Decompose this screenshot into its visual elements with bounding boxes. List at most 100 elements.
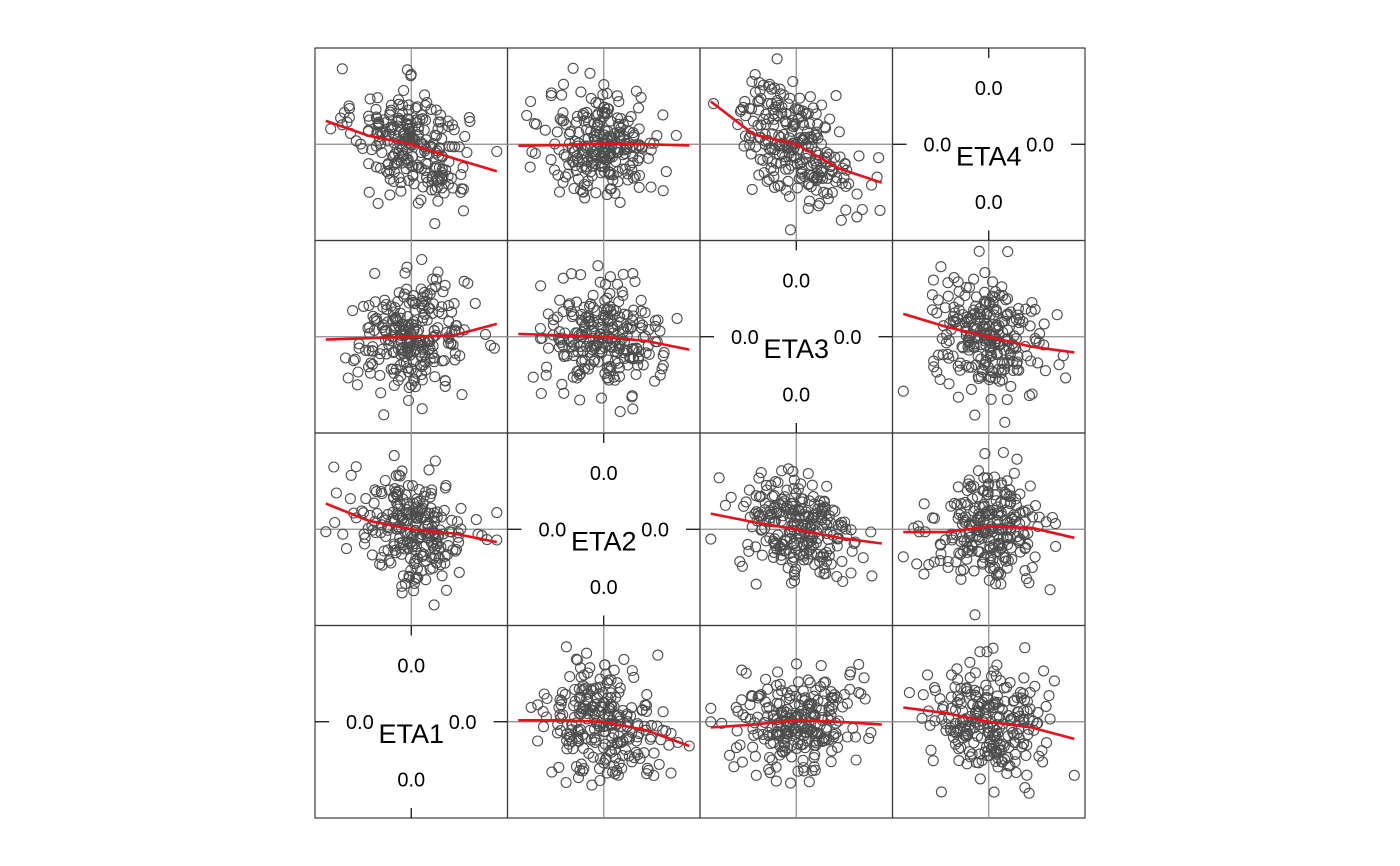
data-point <box>428 599 440 611</box>
data-point <box>588 130 600 142</box>
data-point <box>996 357 1008 369</box>
data-point <box>393 484 405 496</box>
data-point <box>451 516 463 528</box>
data-point <box>640 347 652 359</box>
data-point <box>401 283 413 295</box>
data-point <box>968 565 980 577</box>
data-point <box>730 742 743 754</box>
data-point <box>570 327 582 339</box>
tick-label-upper: 0.0 <box>397 656 425 678</box>
data-point <box>573 156 585 168</box>
data-point <box>835 214 847 226</box>
points <box>903 642 1080 799</box>
data-point <box>797 538 809 550</box>
data-point <box>981 334 993 346</box>
points <box>705 463 878 590</box>
data-point <box>388 175 400 188</box>
data-point <box>614 406 626 418</box>
data-point <box>625 111 637 123</box>
data-point <box>988 786 1000 798</box>
data-point <box>573 683 585 695</box>
data-point <box>419 164 431 176</box>
data-point <box>1040 700 1052 712</box>
data-point <box>394 542 406 554</box>
data-point <box>779 491 791 503</box>
data-point <box>812 694 824 706</box>
data-point <box>985 670 998 682</box>
data-point <box>571 296 583 308</box>
data-point <box>990 670 1002 682</box>
data-point <box>330 487 342 499</box>
data-point <box>439 374 451 387</box>
data-point <box>645 181 657 193</box>
data-point <box>344 493 356 505</box>
data-point <box>605 698 617 710</box>
data-point <box>364 93 376 105</box>
data-point <box>328 461 340 473</box>
data-point <box>991 569 1003 581</box>
data-point <box>546 766 558 778</box>
data-point <box>928 556 940 568</box>
data-point <box>917 689 929 701</box>
data-point <box>964 672 976 684</box>
data-point <box>488 342 500 354</box>
data-point <box>627 150 639 162</box>
data-point <box>829 151 841 163</box>
data-point <box>553 186 566 198</box>
data-point <box>992 568 1004 580</box>
data-point <box>566 718 578 730</box>
data-point <box>573 707 585 719</box>
data-point <box>387 491 400 503</box>
data-point <box>980 679 992 691</box>
data-point <box>570 116 583 128</box>
data-point <box>376 559 388 571</box>
data-point <box>768 533 781 545</box>
data-point <box>1038 318 1050 330</box>
data-point <box>743 545 755 557</box>
data-point <box>610 155 622 168</box>
data-point <box>554 725 567 737</box>
data-point <box>455 168 467 181</box>
data-point <box>771 719 784 731</box>
data-point <box>745 148 757 160</box>
data-point <box>453 141 465 153</box>
data-point <box>605 340 617 352</box>
data-point <box>1003 343 1015 355</box>
data-point <box>396 108 409 120</box>
data-point <box>897 551 909 563</box>
data-point <box>406 541 418 553</box>
tick-label-lower: 0.0 <box>975 192 1003 214</box>
data-point <box>635 91 647 103</box>
data-point <box>633 181 645 193</box>
data-point <box>413 337 425 349</box>
data-point <box>335 112 347 124</box>
data-point <box>984 556 996 568</box>
data-point <box>627 403 639 415</box>
data-point <box>602 150 614 162</box>
data-point <box>416 403 428 415</box>
data-point <box>419 89 431 101</box>
smoother-line <box>518 719 690 748</box>
data-point <box>391 497 403 509</box>
data-point <box>367 345 379 357</box>
data-point <box>988 309 1000 321</box>
data-point <box>790 690 802 702</box>
data-point <box>763 500 775 512</box>
data-point <box>1001 394 1013 406</box>
tick-label-left: 0.0 <box>924 134 952 156</box>
data-point <box>573 126 585 139</box>
data-point <box>551 727 564 739</box>
data-point <box>785 777 797 789</box>
data-point <box>566 311 578 323</box>
data-point <box>786 685 798 697</box>
data-point <box>648 769 660 782</box>
data-point <box>751 711 764 723</box>
data-point <box>784 92 796 104</box>
data-point <box>778 740 791 752</box>
data-point <box>994 739 1006 751</box>
data-point <box>433 544 445 556</box>
data-point <box>446 119 459 131</box>
data-point <box>1007 364 1019 377</box>
data-point <box>627 310 639 322</box>
data-point <box>971 524 983 536</box>
